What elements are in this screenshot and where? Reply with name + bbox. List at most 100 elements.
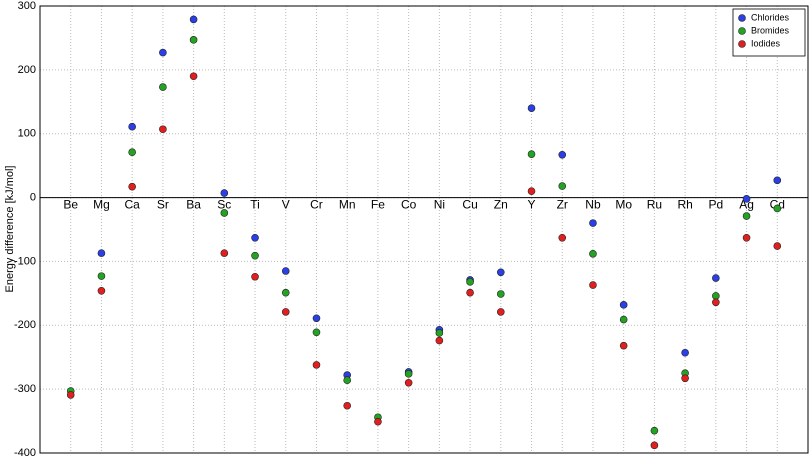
y-tick-label: -100 — [14, 255, 36, 267]
data-point — [159, 48, 167, 57]
data-point — [343, 376, 352, 385]
y-axis-label: Energy difference [kJ/mol] — [4, 166, 16, 293]
y-tick-label: 0 — [30, 191, 36, 203]
x-tick-label: Sc — [217, 198, 231, 212]
legend-marker — [738, 40, 746, 48]
x-tick-label: Ti — [250, 198, 260, 212]
x-tick-label: V — [282, 198, 290, 212]
x-tick-label: Zr — [557, 198, 568, 212]
data-point — [558, 234, 567, 242]
data-point — [773, 242, 782, 250]
data-point — [97, 272, 106, 280]
data-point — [220, 249, 229, 257]
data-point — [281, 288, 290, 297]
x-tick-label: Cu — [462, 198, 477, 212]
data-point — [619, 341, 628, 350]
y-tick-label: -400 — [14, 447, 36, 459]
x-tick-label: Ru — [647, 198, 662, 212]
data-point — [404, 378, 413, 387]
legend-label: Chlorides — [751, 12, 790, 22]
x-tick-label: Mo — [615, 198, 632, 212]
data-point — [281, 267, 290, 275]
data-point — [681, 348, 689, 357]
data-point — [650, 441, 659, 450]
data-point — [712, 274, 720, 282]
data-point — [712, 298, 720, 307]
data-point — [189, 72, 198, 81]
data-point — [97, 249, 106, 257]
data-point — [435, 329, 444, 337]
x-tick-label: Sr — [157, 198, 169, 212]
x-tick-label: Rh — [677, 198, 692, 212]
x-tick-label: Be — [63, 198, 78, 212]
data-point — [66, 391, 75, 399]
data-point — [128, 122, 136, 131]
data-point — [619, 315, 628, 324]
data-point — [189, 15, 198, 24]
data-point — [773, 204, 782, 213]
plot-frame — [39, 5, 809, 454]
x-tick-label: Ca — [124, 198, 140, 212]
x-tick-label: Cr — [310, 198, 323, 212]
data-point — [619, 301, 628, 309]
data-point — [527, 187, 536, 195]
data-point — [496, 290, 505, 298]
data-point — [374, 417, 382, 426]
data-point — [220, 209, 229, 217]
x-tick-label: Fe — [371, 198, 385, 212]
data-point — [128, 148, 136, 157]
data-point — [312, 328, 321, 337]
data-point — [712, 292, 720, 300]
data-point — [773, 176, 782, 185]
data-point — [466, 288, 474, 297]
x-tick-label: Co — [401, 198, 417, 212]
x-tick-label: Mg — [93, 198, 110, 212]
data-point — [558, 150, 567, 159]
y-tick-label: 200 — [18, 64, 36, 76]
x-tick-label: Y — [528, 198, 536, 212]
y-tick-label: 100 — [18, 128, 36, 140]
x-tick-label: Ni — [434, 198, 445, 212]
legend-label: Iodides — [751, 38, 781, 48]
data-point — [251, 272, 259, 281]
x-tick-label: Nb — [585, 198, 601, 212]
x-tick-label: Ba — [186, 198, 201, 212]
data-point — [343, 401, 352, 410]
data-point — [281, 308, 290, 316]
data-point — [97, 287, 106, 295]
y-tick-label: -300 — [14, 383, 36, 395]
data-point — [650, 426, 659, 435]
data-point — [496, 308, 505, 316]
legend-marker — [738, 27, 746, 35]
data-point — [189, 36, 198, 44]
data-point — [742, 234, 751, 242]
legend-marker — [738, 14, 746, 22]
data-point — [589, 281, 597, 289]
x-tick-label: Mn — [339, 198, 356, 212]
data-point — [527, 104, 536, 112]
data-point — [589, 219, 597, 227]
data-point — [251, 234, 259, 242]
data-point — [681, 374, 689, 383]
data-point — [742, 212, 751, 220]
x-tick-label: Pd — [708, 198, 723, 212]
legend-label: Bromides — [751, 25, 790, 35]
data-point — [159, 125, 167, 134]
data-point — [558, 182, 567, 190]
data-point — [220, 189, 229, 197]
data-point — [251, 251, 259, 260]
data-point — [312, 361, 321, 369]
data-point — [435, 336, 444, 345]
data-point — [742, 195, 751, 203]
data-point — [159, 83, 167, 91]
data-point — [589, 249, 597, 258]
y-tick-label: 300 — [18, 0, 36, 12]
x-tick-label: Zn — [494, 198, 508, 212]
x-tick-label: Ag — [739, 198, 754, 212]
data-point — [404, 370, 413, 378]
data-point — [496, 268, 505, 277]
data-point — [128, 182, 136, 191]
data-point — [312, 314, 321, 323]
data-point — [527, 150, 536, 158]
